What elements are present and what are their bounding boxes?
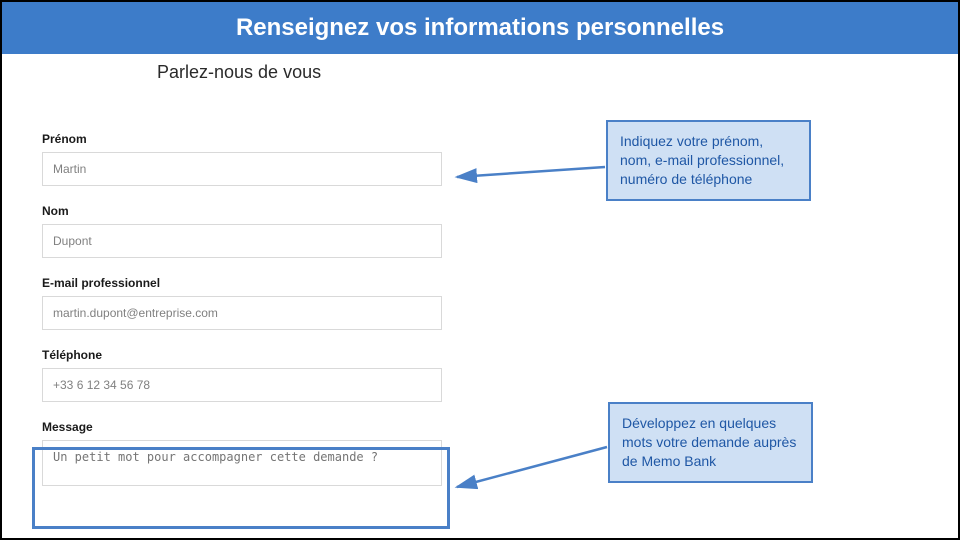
field-email: E-mail professionnel [42,276,442,330]
label-nom: Nom [42,204,442,218]
textarea-message[interactable] [42,440,442,486]
input-telephone[interactable] [42,368,442,402]
input-nom[interactable] [42,224,442,258]
callout-fields: Indiquez votre prénom, nom, e-mail profe… [606,120,811,201]
label-telephone: Téléphone [42,348,442,362]
callout-message: Développez en quelques mots votre demand… [608,402,813,483]
input-prenom[interactable] [42,152,442,186]
form-area: Prénom Nom E-mail professionnel Téléphon… [42,132,442,491]
callout-fields-text: Indiquez votre prénom, nom, e-mail profe… [620,133,784,187]
field-prenom: Prénom [42,132,442,186]
input-email[interactable] [42,296,442,330]
banner-title: Renseignez vos informations personnelles [236,14,724,41]
label-email: E-mail professionnel [42,276,442,290]
banner: Renseignez vos informations personnelles [2,2,958,54]
field-telephone: Téléphone [42,348,442,402]
form-subtitle: Parlez-nous de vous [157,62,958,83]
callout-message-text: Développez en quelques mots votre demand… [622,415,796,469]
field-message: Message [42,420,442,491]
tutorial-slide: Renseignez vos informations personnelles… [0,0,960,540]
label-message: Message [42,420,442,434]
label-prenom: Prénom [42,132,442,146]
field-nom: Nom [42,204,442,258]
